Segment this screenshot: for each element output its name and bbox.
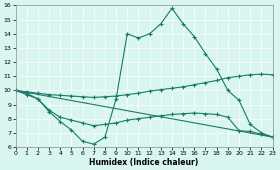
X-axis label: Humidex (Indice chaleur): Humidex (Indice chaleur) bbox=[89, 158, 199, 167]
